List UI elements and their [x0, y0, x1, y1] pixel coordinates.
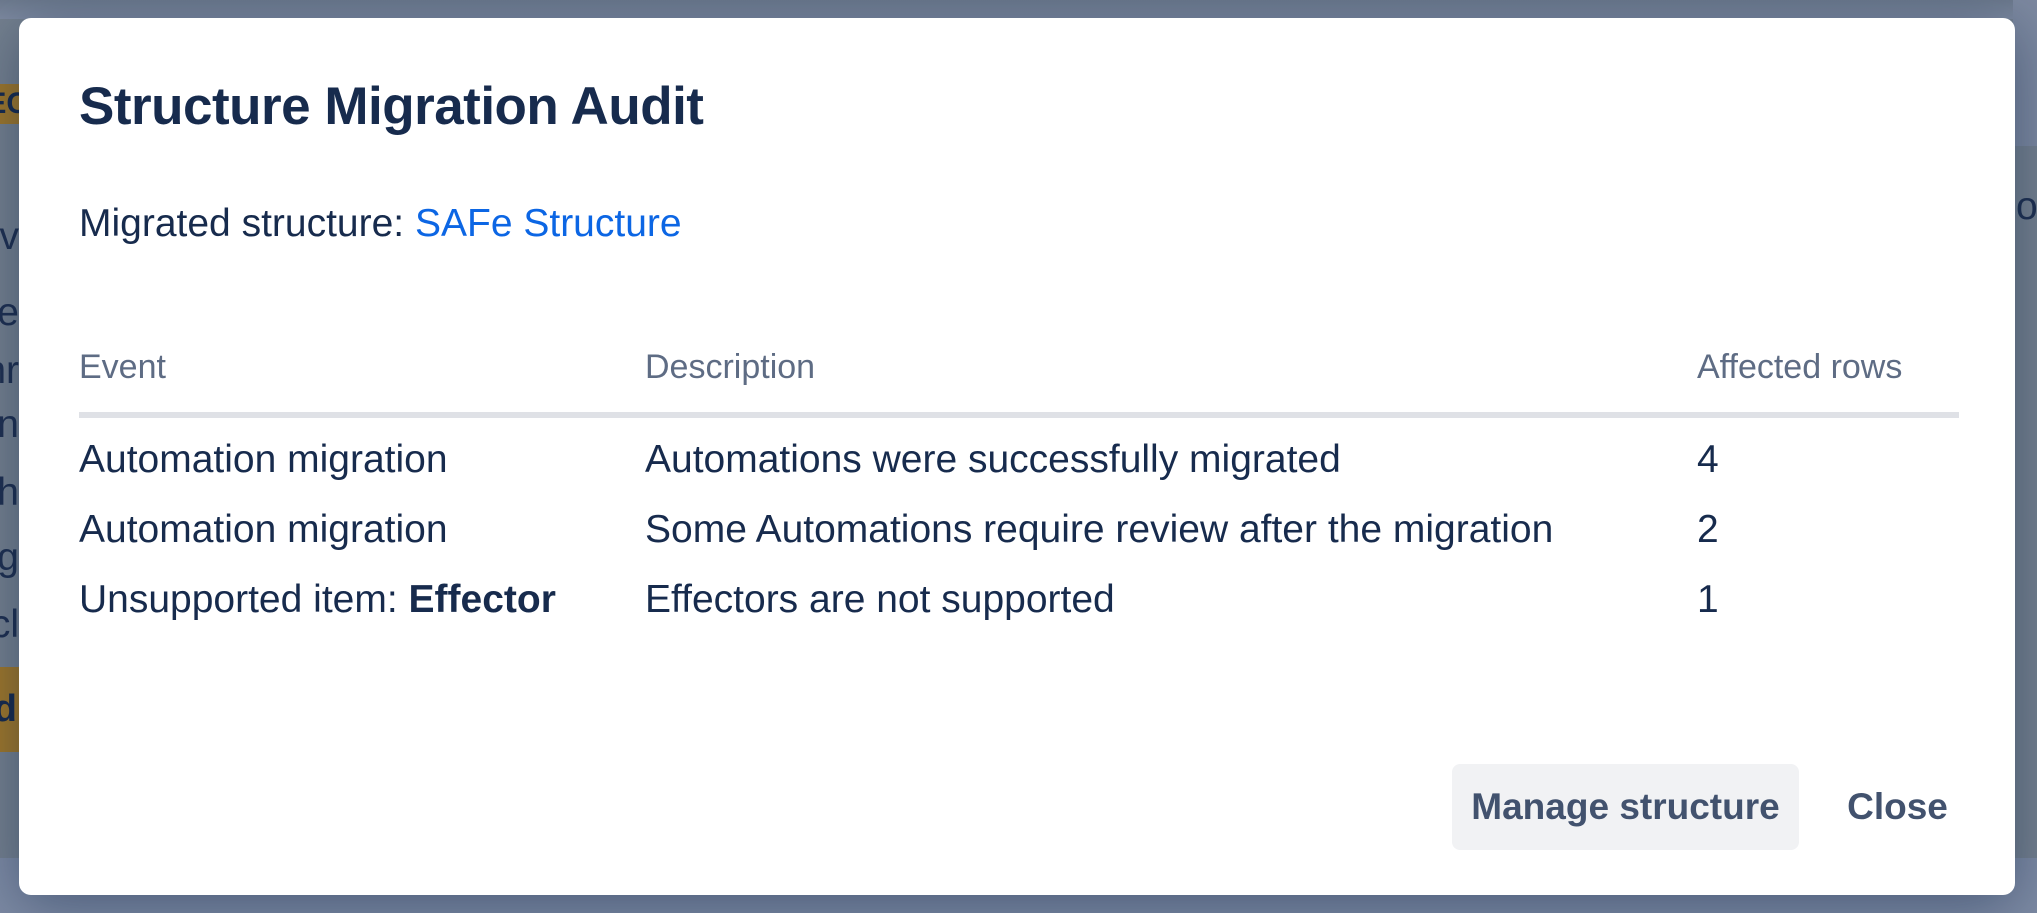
- event-text: Automation migration: [79, 438, 448, 481]
- column-header-description: Description: [645, 348, 816, 386]
- event-cell: Automation migration: [79, 500, 448, 560]
- event-text: Automation migration: [79, 508, 448, 551]
- table-row: Automation migration Automations were su…: [19, 430, 2015, 490]
- safe-structure-link[interactable]: SAFe Structure: [414, 202, 682, 245]
- table-row: Automation migration Some Automations re…: [19, 500, 2015, 560]
- column-header-affected-rows: Affected rows: [1697, 348, 1903, 386]
- background-text-fragment: cl: [0, 603, 19, 646]
- event-bold-text: Effector: [408, 578, 556, 621]
- description-cell: Some Automations require review after th…: [645, 508, 1554, 551]
- backdrop-top-band: [0, 0, 2037, 19]
- background-text-fragment: g: [0, 536, 19, 579]
- event-cell: Unsupported item: Effector: [79, 570, 556, 630]
- migrated-structure-line: Migrated structure: SAFe Structure: [79, 202, 682, 246]
- description-cell: Effectors are not supported: [645, 578, 1115, 621]
- background-button-fragment-label: EC: [0, 87, 19, 120]
- close-button[interactable]: Close: [1821, 764, 1974, 850]
- background-text-fragment: in: [0, 403, 19, 446]
- description-cell: Automations were successfully migrated: [645, 438, 1341, 481]
- background-text-fragment: or: [2016, 185, 2037, 228]
- backdrop-left-strip: EC ev e nr in th g cl d: [0, 0, 19, 913]
- backdrop-right-strip: or: [2015, 0, 2037, 913]
- affected-rows-cell: 2: [1697, 508, 1719, 551]
- background-text-fragment: th: [0, 471, 19, 514]
- structure-migration-audit-dialog: Structure Migration Audit Migrated struc…: [19, 18, 2015, 895]
- background-text-fragment: ev: [0, 215, 19, 258]
- table-header-divider: [79, 412, 1959, 418]
- backdrop-right-top-band: [2013, 0, 2037, 146]
- column-header-event: Event: [79, 348, 166, 386]
- background-button-fragment: EC: [0, 84, 19, 124]
- manage-structure-button[interactable]: Manage structure: [1452, 764, 1799, 850]
- event-text: Unsupported item:: [79, 578, 409, 621]
- affected-rows-cell: 1: [1697, 578, 1719, 621]
- event-cell: Automation migration: [79, 430, 448, 490]
- background-text-fragment: e: [0, 291, 19, 334]
- migrated-structure-label: Migrated structure:: [79, 202, 415, 245]
- affected-rows-cell: 4: [1697, 438, 1719, 481]
- background-button-fragment: d: [0, 667, 19, 752]
- background-text-fragment: nr: [0, 349, 19, 392]
- background-button-fragment-label: d: [0, 688, 17, 730]
- dialog-title: Structure Migration Audit: [79, 77, 704, 136]
- table-row: Unsupported item: Effector Effectors are…: [19, 570, 2015, 630]
